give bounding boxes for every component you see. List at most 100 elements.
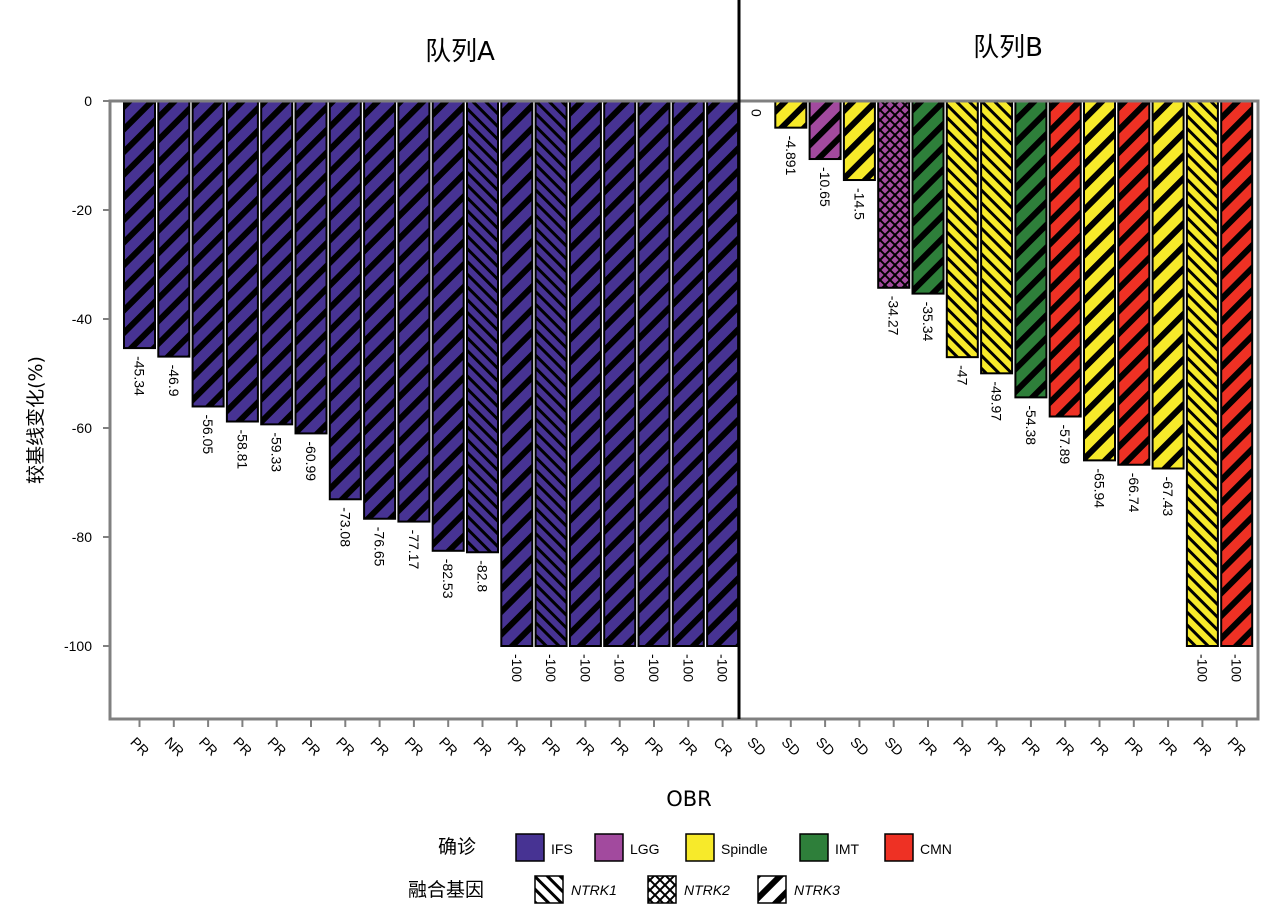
bar [500, 100, 534, 647]
x-tick-label: PR [1190, 734, 1215, 759]
bar [431, 100, 465, 552]
bar-pattern [1152, 101, 1184, 469]
value-label: -100 [509, 654, 525, 682]
x-tick-label: SD [779, 734, 804, 759]
legend-swatch [594, 833, 624, 862]
bar [1048, 100, 1082, 418]
bars [123, 100, 1254, 647]
bar [260, 100, 294, 426]
bar-pattern [398, 101, 430, 522]
bar [328, 100, 362, 501]
bar [945, 100, 979, 359]
x-tick-label: CR [710, 734, 736, 760]
y-tick-label: -40 [72, 311, 92, 327]
bar-pattern [432, 101, 464, 551]
bar [911, 100, 945, 295]
bar [191, 100, 225, 408]
bar-pattern [158, 101, 190, 357]
bar-pattern [535, 101, 567, 646]
x-tick-label: PR [642, 734, 667, 759]
x-tick-label: PR [608, 734, 633, 759]
value-label: -100 [646, 654, 662, 682]
x-tick-label: PR [436, 734, 461, 759]
value-label: -14.5 [851, 188, 867, 220]
legend-label: Spindle [721, 841, 768, 857]
legend-item-spindle: Spindle [685, 833, 768, 862]
bar [1151, 100, 1185, 470]
x-tick-label: PR [265, 734, 290, 759]
bar [294, 100, 328, 435]
x-tick-label: PR [333, 734, 358, 759]
y-axis-label: 较基线变化(%) [25, 356, 47, 484]
legend-item-ntrk1: NTRK1 [534, 875, 617, 904]
legend-swatch [647, 875, 677, 904]
value-label: -47 [954, 365, 970, 385]
bar-pattern [226, 101, 258, 422]
legend-item-imt: IMT [799, 833, 860, 862]
bar [842, 100, 876, 182]
bar-pattern [1118, 101, 1150, 465]
value-label: -77.17 [406, 530, 422, 570]
legend-swatch [884, 833, 914, 862]
value-label: -100 [715, 654, 731, 682]
bar [671, 100, 705, 647]
bar [1083, 100, 1116, 462]
x-tick-label: PR [127, 734, 152, 759]
legend-item-ifs: IFS [515, 833, 573, 862]
bar [1185, 100, 1219, 647]
x-tick-label: SD [882, 734, 907, 759]
x-tick-label: PR [505, 734, 530, 759]
bar-pattern [809, 101, 841, 160]
x-tick-label: PR [367, 734, 392, 759]
plot-frame [108, 99, 1260, 721]
bar [363, 100, 397, 520]
value-label: -100 [577, 654, 593, 682]
bar [637, 100, 671, 647]
legend-swatch [757, 875, 787, 904]
value-label: -100 [612, 654, 628, 682]
panel-title-b: 队列B [973, 33, 1043, 63]
x-axis-label: OBR [666, 787, 712, 811]
bar [157, 100, 191, 358]
bar [1117, 100, 1151, 466]
legend-label: CMN [920, 841, 952, 857]
x-tick-label: NR [162, 734, 188, 760]
bar-pattern [1015, 101, 1047, 398]
x-tick-label: PR [676, 734, 701, 759]
bar [466, 100, 499, 554]
legend-swatch [534, 875, 564, 904]
y-tick-label: 0 [84, 93, 92, 109]
value-label: -35.34 [920, 302, 936, 342]
value-label: -60.99 [303, 441, 319, 481]
legend-label: NTRK2 [684, 882, 730, 898]
bar [225, 100, 259, 423]
legend-label: IFS [551, 841, 573, 857]
bar-pattern [604, 101, 636, 646]
x-tick-label: PR [1225, 734, 1250, 759]
x-tick-label: PR [196, 734, 221, 759]
bar-pattern [1221, 101, 1253, 646]
value-label: -10.65 [817, 167, 833, 207]
bar [568, 100, 602, 647]
value-label: -58.81 [234, 430, 250, 470]
value-label: -100 [680, 654, 696, 682]
bar-pattern [124, 101, 155, 349]
y-tick-label: -100 [64, 638, 92, 654]
bar-pattern [261, 101, 293, 425]
bar [1014, 100, 1048, 399]
bar [774, 100, 808, 129]
bar-pattern [364, 101, 396, 519]
bar-pattern [912, 101, 944, 294]
x-axis-ticks: PR NR PR PR PR PR PR PR PR PR PR PR PR PR PR PR PR CR SD SD… [127, 719, 1250, 760]
bar-pattern [638, 101, 670, 646]
value-label: -49.97 [989, 381, 1005, 421]
value-label: -82.8 [475, 560, 491, 592]
value-label: -82.53 [440, 559, 456, 599]
bar [397, 100, 431, 523]
bar-pattern [192, 101, 224, 407]
y-axis-ticks: 0 -20 -40 -60 -80 -100 [64, 93, 110, 654]
value-label: -54.38 [1023, 405, 1039, 445]
y-tick-label: -60 [72, 420, 92, 436]
value-label: -100 [1229, 654, 1245, 682]
x-tick-label: PR [573, 734, 598, 759]
